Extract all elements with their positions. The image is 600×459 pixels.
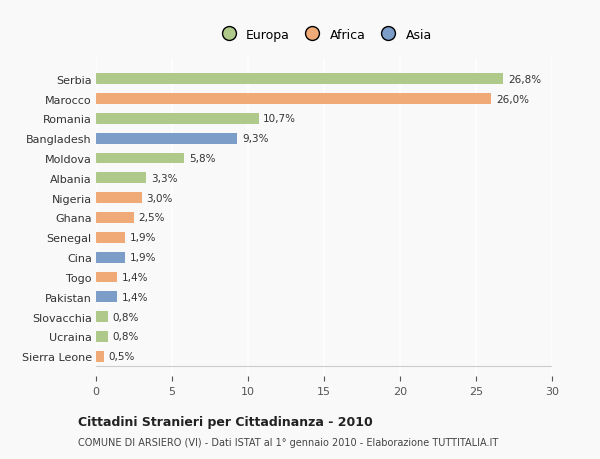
Text: 0,8%: 0,8% [113, 332, 139, 342]
Bar [96, 193, 142, 204]
Bar [96, 213, 134, 224]
Bar [96, 173, 146, 184]
Text: 1,9%: 1,9% [130, 252, 156, 263]
Bar [96, 74, 503, 85]
Text: COMUNE DI ARSIERO (VI) - Dati ISTAT al 1° gennaio 2010 - Elaborazione TUTTITALIA: COMUNE DI ARSIERO (VI) - Dati ISTAT al 1… [78, 437, 498, 447]
Bar [96, 114, 259, 124]
Bar [96, 292, 117, 302]
Bar [96, 331, 108, 342]
Bar [96, 94, 491, 105]
Text: 1,4%: 1,4% [122, 292, 148, 302]
Text: 1,4%: 1,4% [122, 272, 148, 282]
Text: 10,7%: 10,7% [263, 114, 296, 124]
Bar [96, 312, 108, 322]
Bar [96, 232, 125, 243]
Text: 26,0%: 26,0% [496, 94, 529, 104]
Bar [96, 134, 238, 144]
Text: Cittadini Stranieri per Cittadinanza - 2010: Cittadini Stranieri per Cittadinanza - 2… [78, 415, 373, 428]
Bar [96, 153, 184, 164]
Text: 3,3%: 3,3% [151, 174, 177, 184]
Text: 5,8%: 5,8% [189, 154, 215, 164]
Legend: Europa, Africa, Asia: Europa, Africa, Asia [212, 25, 436, 45]
Bar [96, 272, 117, 283]
Bar [96, 351, 104, 362]
Text: 2,5%: 2,5% [139, 213, 165, 223]
Bar [96, 252, 125, 263]
Text: 3,0%: 3,0% [146, 193, 173, 203]
Text: 0,8%: 0,8% [113, 312, 139, 322]
Text: 9,3%: 9,3% [242, 134, 268, 144]
Text: 0,5%: 0,5% [108, 352, 134, 362]
Text: 1,9%: 1,9% [130, 233, 156, 243]
Text: 26,8%: 26,8% [508, 74, 541, 84]
